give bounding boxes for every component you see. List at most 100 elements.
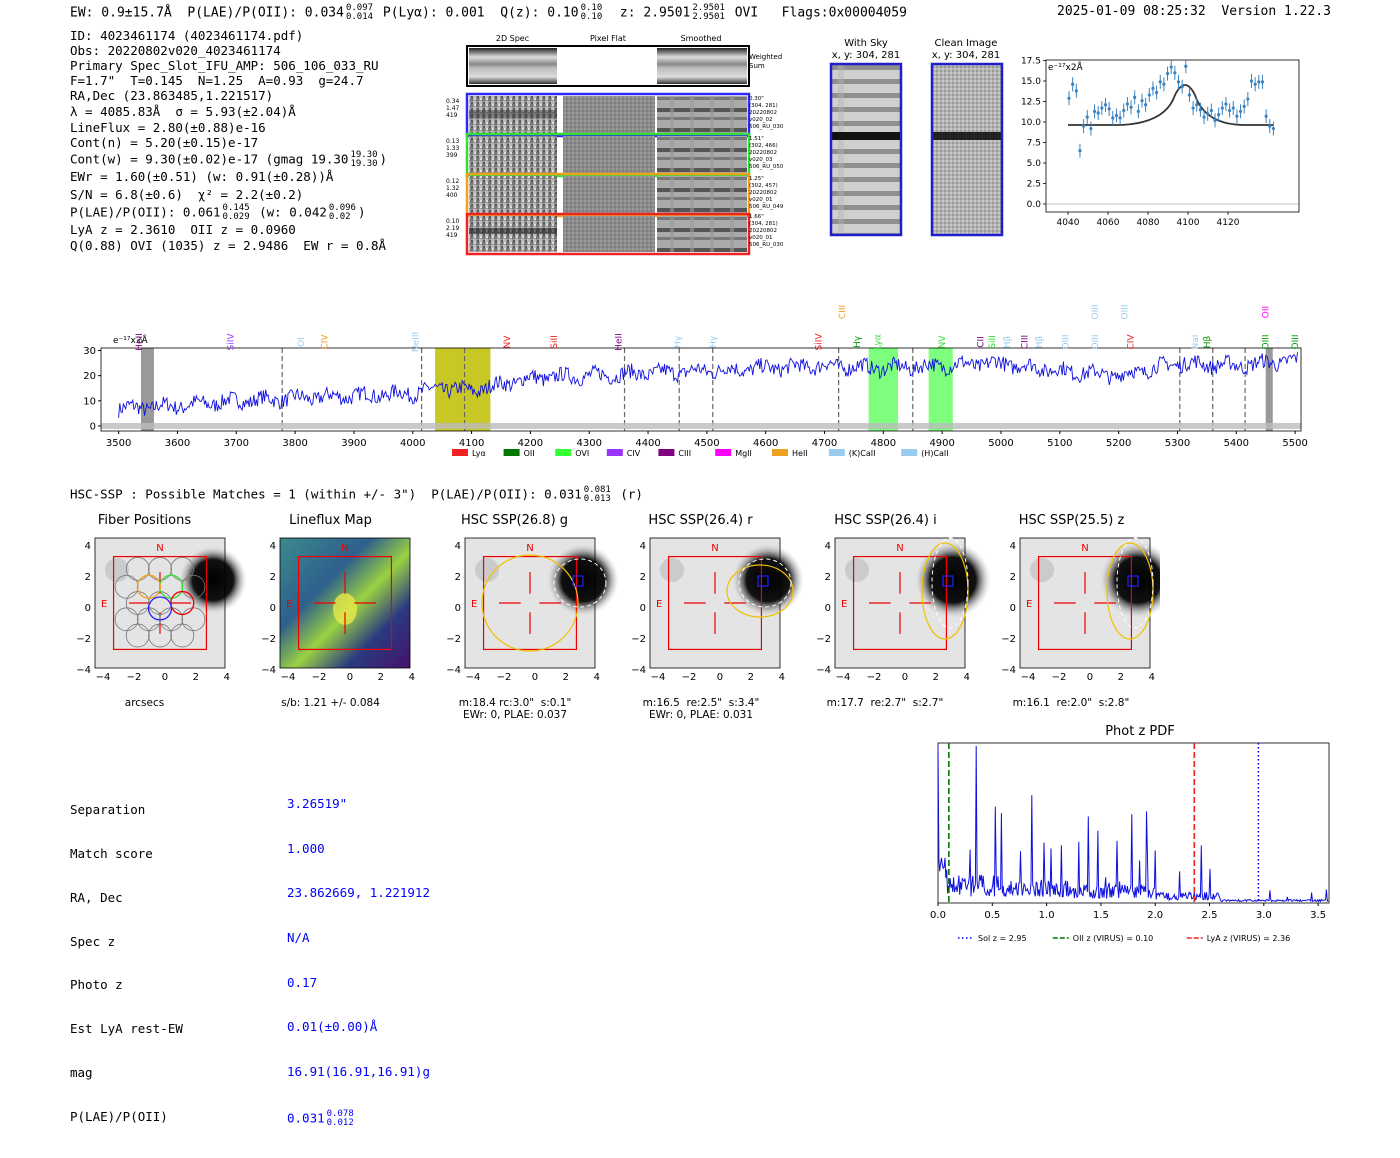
hsc-xtick-label: 0 [347,672,353,683]
cutout-row-4 [465,212,751,256]
match-labels: Separation Match score RA, Dec Spec z Ph… [70,774,183,1153]
fit-point [1198,108,1202,112]
fit-point [1195,103,1199,107]
north-label: N [526,543,533,554]
hsc-xtick-label: 0 [902,672,908,683]
hsc-panel: N E 4 2 0 −2 −4 −4 −2 0 2 4 [76,537,247,683]
spectrum-legend-swatch [452,449,468,456]
spectrum-legend-label: HeII [792,449,808,458]
info-obs: Obs: 20220802v020_4023461174 [70,43,281,58]
hsc-ytick-label: 4 [85,541,91,552]
hsc-ytick-label: 0 [270,603,276,614]
hsc-images: N E 4 2 0 −2 −4 −4 −2 0 2 4 N E 4 2 0 −2 −4 −4 −2 0 2 4 N E 4 2 0 −2 −… [76,537,1160,683]
spectrum-plot: 0 10 20 30 3500 3600 3700 3800 3900 4000 4100 4200 4… [83,304,1308,458]
north-label: N [341,543,348,554]
match-label: Spec z [70,933,116,949]
info-sn: S/N = 6.8(±0.6) χ² = 2.2(±0.2) [70,187,304,202]
spectrum-line-label: CII [976,336,986,348]
fit-ytick-label: 5.0 [1027,159,1042,169]
fiber-circle [148,557,172,581]
panel-title-i: HSC SSP(26.4) i [834,513,937,528]
hsc-title: HSC-SSP : Possible Matches = 1 (within +… [70,485,643,504]
fit-point [1173,71,1177,75]
fit-point [1107,107,1111,111]
fit-point [1246,97,1250,101]
hsc-ytick-label: −4 [816,665,831,676]
match-value: 0.17 [287,974,318,990]
spectrum-xtick-label: 3600 [165,438,190,449]
spectrum-line-label: Lyα [873,334,883,350]
cutout-row-2 [465,132,751,178]
spectrum-xtick-label: 3700 [224,438,249,449]
spectrum-unit-label: e⁻¹⁷x2Å [113,334,149,346]
fit-point [1249,79,1254,83]
cutout-col-smoothed: Smoothed [680,34,722,43]
spectrum-line-label: Hγ [709,335,719,348]
spectrum-line-label: Hγ [853,335,863,348]
panel-sub-g: m:18.4 rc:3.0" s:0.1" [458,697,572,709]
hsc-xtick-label: −2 [497,672,512,683]
cutout-row-4-right: 1.66" (304, 281) 20220802 v020_01 506_RU… [749,214,784,248]
cutout-row-3-left: 0.12 1.32 400 [446,178,460,199]
hsc-panel: N E 4 2 0 −2 −4 −4 −2 0 2 4 [261,537,415,683]
pdf-xtick-label: 3.5 [1310,910,1326,921]
hsc-xtick-label: 4 [1149,672,1155,683]
match-value: 23.862669, 1.221912 [287,885,430,901]
info-ovi: Q(0.88) OVI (1035) z = 2.9486 EW r = 0.8… [70,238,387,253]
pdf-legend-label: LyA z (VIRUS) = 2.36 [1207,934,1290,943]
pdf-legend-label: Sol z = 2.95 [978,934,1027,943]
aperture-ellipse [726,564,794,618]
fit-point [1165,72,1170,76]
hsc-ytick-label: −2 [261,634,276,645]
spectrum-line-label: HeII [135,333,145,351]
fiber-circle [148,623,172,648]
fit-point [1147,93,1151,97]
catalog-ellipse [1116,537,1154,629]
hsc-ytick-label: −2 [1001,634,1016,645]
hsc-xtick-label: 4 [779,672,785,683]
match-value-plae: 0.031 0.078 0.012 [287,1108,354,1128]
hsc-ytick-label: −4 [261,665,276,676]
fit-point [1071,82,1075,86]
spectrum-xtick-label: 3900 [341,438,366,449]
hsc-xtick-label: 2 [933,672,939,683]
spectrum-line-label: HeII [615,333,625,351]
spectrum-line-label: Hγ [673,335,683,348]
fiber-circle [125,557,150,581]
spectrum-ytick-label: 0 [90,421,96,432]
spectrum-line-label: SiII [550,335,560,349]
cutout-row-2-right: 1.51" (302, 466) 20220802 v020_03 506_RU… [749,136,784,170]
bright-source [179,546,247,614]
fit-ytick-label: 17.5 [1021,57,1041,67]
hsc-xtick-label: 4 [964,672,970,683]
fit-point [1180,85,1184,89]
pdf-xtick-label: 1.5 [1093,910,1109,921]
lineflux-peak [333,593,357,625]
spectrum-line-label: NV [503,335,513,349]
hsc-xtick-label: −4 [96,672,111,683]
search-box [852,555,948,651]
hsc-xtick-label: −2 [1052,672,1067,683]
east-label: E [841,599,847,610]
spectrum-mask-band [141,348,154,431]
spectrum-line-label: NV [938,335,948,349]
hsc-ytick-label: 4 [825,541,831,552]
fiber-circle [125,591,150,615]
match-value: 16.91(16.91,16.91)g [287,1064,430,1080]
hsc-ytick-label: −4 [446,665,461,676]
fit-point [1100,106,1104,110]
spectrum-line [118,352,1298,418]
fiber-circle [170,623,195,648]
fit-point [1125,102,1129,106]
spectrum-legend-swatch [901,449,918,456]
spectrum-line-label: OI [297,337,307,347]
hsc-ytick-label: 0 [640,603,646,614]
spectrum-legend-label: (K)CaII [849,449,876,458]
fit-point [1151,86,1155,90]
with-sky-title: With Sky x, y: 304, 281 [831,38,901,61]
hsc-ytick-label: 0 [1010,603,1016,614]
hsc-xtick-label: 0 [1087,672,1093,683]
spectrum-xtick-label: 5300 [1165,438,1190,449]
match-value: 0.01(±0.00)Å [287,1019,378,1035]
line-fit-plot: 0.0 2.5 5.0 7.5 10.0 12.5 15.0 17.5 4040 4060 4080… [1021,57,1300,228]
